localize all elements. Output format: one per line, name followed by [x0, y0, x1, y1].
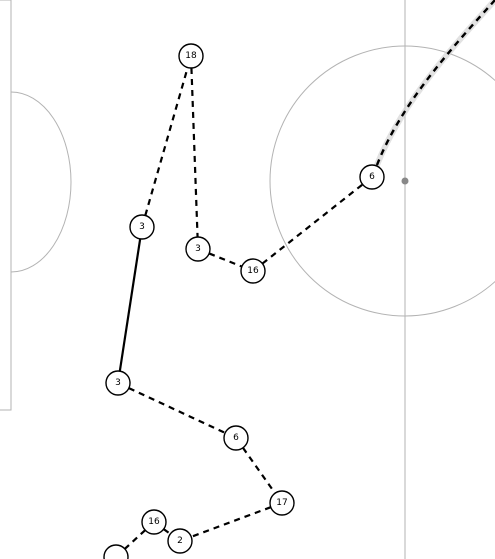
player-nodes: 18 3 3 16 6 3 6 17 16 2 [103, 43, 385, 559]
player-node-p17[interactable]: 17 [269, 490, 295, 516]
player-node-p16a[interactable]: 16 [240, 258, 266, 284]
incoming-run [370, 0, 495, 177]
player-node-p16b[interactable]: 16 [141, 509, 167, 535]
player-number: 6 [233, 433, 239, 443]
center-circle [269, 45, 495, 317]
pass-line-p3c-p6b [128, 387, 226, 434]
pass-line-p17-p2 [190, 506, 272, 538]
pass-lines [118, 67, 364, 550]
pass-line-p6b-p17 [242, 447, 276, 494]
pass-line-p3b-p16a [208, 252, 243, 268]
player-number: 16 [148, 517, 160, 527]
player-node-p6b[interactable]: 6 [223, 425, 249, 451]
player-node-p3a[interactable]: 3 [129, 214, 155, 240]
pass-line-p16b-partial [124, 529, 146, 550]
center-spot [401, 177, 409, 185]
penalty-arc [10, 91, 72, 273]
player-number: 6 [369, 172, 375, 182]
player-number: 16 [247, 266, 259, 276]
player-number: 3 [139, 222, 145, 232]
player-node-p2[interactable]: 2 [167, 528, 193, 554]
pass-line-p16b-p2 [163, 528, 171, 535]
player-number: 3 [195, 244, 201, 254]
player-number: 17 [276, 498, 287, 508]
pass-line-p3a-p3c [118, 238, 142, 372]
pass-line-p3a-p18 [144, 67, 189, 216]
player-number: 18 [185, 51, 197, 61]
pass-line-p18-p3b [190, 67, 199, 238]
player-number: 2 [177, 536, 183, 546]
player-node-p3c[interactable]: 3 [105, 370, 131, 396]
player-node-partial[interactable] [103, 544, 129, 559]
player-node-p6a[interactable]: 6 [359, 164, 385, 190]
player-number: 3 [115, 378, 121, 388]
penalty-box [0, 0, 12, 411]
player-node-p3b[interactable]: 3 [185, 236, 211, 262]
player-node-p18[interactable]: 18 [178, 43, 204, 69]
